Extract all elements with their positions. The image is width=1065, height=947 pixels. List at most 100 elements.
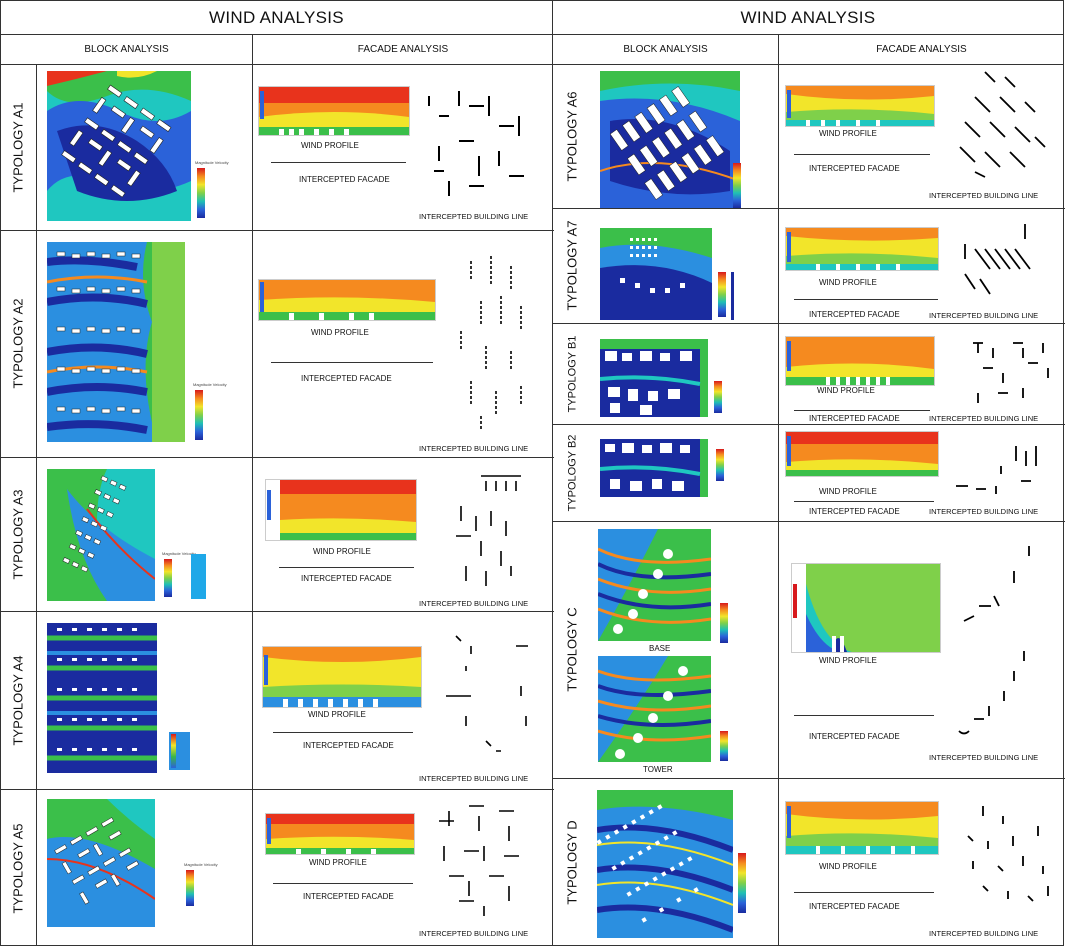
intercepted-building-line-a7 [964,224,1031,295]
intercepted-facade-line-a6 [794,154,930,155]
intercepted-building-line-label-a7: INTERCEPTED BUILDING LINE [929,311,1039,320]
block-cfd-map-a2 [47,242,185,442]
row-divider [553,424,1065,425]
wind-profile-chart-c [791,563,941,653]
right-facade-analysis-header: FACADE ANALYSIS [779,34,1064,65]
block-cfd-map-b2 [600,439,708,497]
intercepted-building-line-d [967,806,1049,902]
wind-profile-chart-a7 [785,227,939,271]
left-panel-title: WIND ANALYSIS [1,1,552,35]
row-label-a3: TYPOLOGY A3 [11,488,26,580]
block-cfd-map-a6 [600,71,740,208]
intercepted-building-line-label-a3: INTERCEPTED BUILDING LINE [419,599,529,608]
left-facade-analysis-header: FACADE ANALYSIS [253,34,553,65]
intercepted-building-line-a2 [460,256,522,431]
row-label-a2: TYPOLOGY A2 [11,298,26,389]
row-label-a5: TYPOLOGY A5 [11,822,26,914]
velocity-legend-a3: Magnitude Velocity [162,551,196,597]
intercepted-facade-line-a7 [794,299,938,300]
wind-profile-label-a7: WIND PROFILE [819,278,877,287]
block-cfd-map-a5 [47,799,155,927]
wind-profile-label-a3: WIND PROFILE [313,547,371,556]
block-cfd-map-a7 [600,228,712,320]
intercepted-facade-line-a3 [279,567,414,568]
intercepted-facade-label-d: INTERCEPTED FACADE [809,902,900,911]
base-label: BASE [649,644,671,653]
intercepted-building-line-label-b1: INTERCEPTED BUILDING LINE [929,414,1039,423]
velocity-legend-a5: Magnitude Velocity [184,862,218,906]
velocity-legend-b1 [714,381,722,413]
legend-swatch-a3 [191,554,206,599]
velocity-legend-c-tower [720,731,728,761]
left-column-divider [252,34,253,945]
wind-profile-label-b1: WIND PROFILE [817,386,875,395]
row-divider [1,789,554,790]
velocity-legend-d [738,853,746,913]
row-label-b1: TYPOLOGY B1 [566,335,579,412]
row-label-d: TYPOLOGY D [564,820,580,905]
right-panel-title: WIND ANALYSIS [553,1,1063,35]
velocity-legend-b2 [716,449,724,481]
row-divider [553,521,1065,522]
wind-profile-chart-a2 [258,279,436,321]
wind-profile-label-c: WIND PROFILE [819,656,877,665]
wind-profile-chart-a5 [265,813,415,855]
intercepted-facade-label-c: INTERCEPTED FACADE [809,732,900,741]
velocity-legend-a7 [718,272,726,317]
wind-profile-label-a6: WIND PROFILE [819,129,877,138]
row-divider [1,457,554,458]
wind-profile-label-a5: WIND PROFILE [309,858,367,867]
row-label-b2: TYPOLOGY B2 [566,434,579,511]
intercepted-facade-line-c [794,715,934,716]
intercepted-building-line-label-b2: INTERCEPTED BUILDING LINE [929,507,1039,516]
intercepted-building-line-label-a6: INTERCEPTED BUILDING LINE [929,191,1039,200]
velocity-legend-c-base [720,603,728,643]
intercepted-facade-line-a1 [271,162,406,163]
intercepted-building-line-label-a1: INTERCEPTED BUILDING LINE [419,212,529,221]
row-divider [553,323,1065,324]
row-label-a7: TYPOLOGY A7 [564,220,580,311]
intercepted-building-line-a6 [959,71,1046,178]
block-cfd-map-a4 [47,623,157,773]
right-column-divider [778,34,779,945]
block-cfd-map-c-base [598,529,711,641]
wind-profile-label-a2: WIND PROFILE [311,328,369,337]
tower-label: TOWER [643,765,673,774]
wind-profile-label-a4: WIND PROFILE [308,710,366,719]
intercepted-facade-line-a2 [271,362,433,363]
intercepted-facade-label-a1: INTERCEPTED FACADE [299,175,390,184]
wind-profile-label-b2: WIND PROFILE [819,487,877,496]
legend-swatch-a4 [169,732,190,770]
intercepted-building-line-a3 [456,475,521,586]
legend-swatch-a7 [731,272,734,320]
intercepted-building-line-c [958,546,1030,735]
intercepted-building-line-b2 [956,446,1037,494]
left-panel: WIND ANALYSIS BLOCK ANALYSIS FACADE ANAL… [0,0,554,946]
intercepted-facade-label-a7: INTERCEPTED FACADE [809,310,900,319]
row-divider [553,208,1065,209]
intercepted-facade-label-b1: INTERCEPTED FACADE [809,414,900,423]
row-divider [1,611,554,612]
wind-profile-chart-d [785,801,939,855]
intercepted-building-line-a4 [446,635,528,752]
wind-profile-chart-b1 [785,336,935,386]
intercepted-facade-label-a4: INTERCEPTED FACADE [303,741,394,750]
velocity-legend-a2: Magnitude Velocity [193,382,227,440]
right-panel: WIND ANALYSIS BLOCK ANALYSIS FACADE ANAL… [552,0,1065,946]
intercepted-facade-line-b2 [794,501,934,502]
intercepted-facade-line-d [794,892,934,893]
intercepted-facade-line-b1 [794,410,930,411]
left-label-divider [36,64,37,945]
intercepted-facade-label-b2: INTERCEPTED FACADE [809,507,900,516]
velocity-legend-a6 [733,163,741,208]
intercepted-building-line-b1 [973,342,1049,403]
intercepted-facade-label-a6: INTERCEPTED FACADE [809,164,900,173]
row-divider [1,230,554,231]
intercepted-facade-label-a3: INTERCEPTED FACADE [301,574,392,583]
wind-profile-chart-b2 [785,431,939,477]
left-block-analysis-header: BLOCK ANALYSIS [1,34,253,65]
intercepted-facade-line-a5 [273,883,413,884]
intercepted-building-line-a1 [428,91,524,196]
intercepted-building-line-label-d: INTERCEPTED BUILDING LINE [929,929,1039,938]
